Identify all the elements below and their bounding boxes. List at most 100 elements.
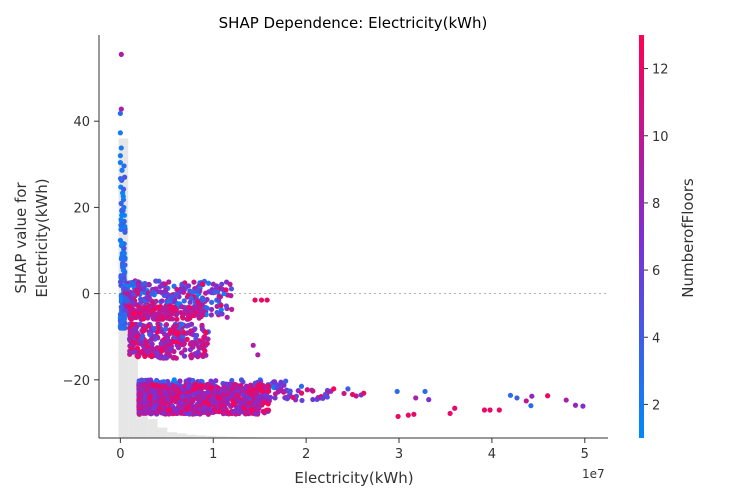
data-point	[177, 378, 183, 384]
data-point	[173, 394, 179, 401]
data-point	[299, 397, 305, 404]
x-axis-ticks: 0 1 2 3 4 5	[116, 438, 589, 462]
data-point	[202, 348, 208, 354]
data-point	[213, 283, 220, 289]
data-point	[153, 286, 159, 292]
data-point	[122, 290, 128, 296]
y-tick-label: −20	[63, 374, 90, 389]
data-point	[118, 106, 124, 112]
data-point	[185, 389, 191, 396]
colorbar-ticks: 2 4 6 8 10 12	[644, 63, 669, 413]
data-point	[118, 304, 124, 310]
data-point	[153, 409, 159, 416]
data-point	[179, 321, 185, 327]
data-point	[136, 321, 143, 328]
data-point	[158, 398, 164, 405]
data-point	[120, 220, 126, 226]
data-point	[142, 347, 148, 353]
data-point	[160, 404, 167, 410]
data-point	[144, 409, 150, 416]
data-point	[175, 387, 181, 393]
histogram-bar	[138, 407, 148, 438]
data-point	[195, 299, 201, 305]
data-point	[278, 379, 284, 385]
data-point	[140, 333, 146, 339]
data-point	[171, 348, 177, 355]
data-point	[164, 334, 171, 340]
data-point	[119, 240, 125, 247]
y-axis-label-line1: SHAP value for	[12, 182, 30, 294]
data-point	[298, 383, 305, 389]
colorbar-tick-label: 12	[652, 63, 669, 78]
data-point	[117, 153, 123, 159]
data-point	[160, 410, 167, 416]
data-point	[173, 306, 179, 313]
data-point	[185, 393, 191, 400]
data-point	[121, 163, 127, 169]
data-point	[248, 406, 254, 412]
data-point	[230, 392, 236, 398]
data-point	[118, 273, 124, 279]
data-point	[198, 313, 204, 320]
data-point	[150, 315, 156, 321]
data-point	[528, 403, 534, 409]
data-point	[171, 377, 177, 383]
data-point	[127, 331, 134, 337]
data-point	[411, 411, 417, 417]
colorbar	[639, 35, 644, 438]
data-point	[145, 389, 152, 396]
data-point	[147, 377, 154, 383]
data-point	[122, 286, 128, 292]
data-point	[155, 304, 161, 310]
data-point	[271, 379, 277, 385]
data-point	[487, 407, 493, 413]
data-point	[144, 295, 150, 302]
data-point	[124, 297, 130, 303]
data-point	[252, 411, 258, 417]
colorbar-label: NumberofFloors	[679, 178, 697, 298]
y-tick-label: 40	[73, 115, 90, 130]
data-point	[189, 339, 195, 346]
data-point	[229, 386, 235, 392]
data-point	[563, 397, 569, 403]
data-point	[191, 407, 198, 413]
data-point	[258, 297, 265, 303]
data-point	[216, 293, 222, 300]
histogram-bar	[216, 436, 226, 438]
x-axis-label: Electricity(kWh)	[294, 469, 413, 487]
data-point	[199, 281, 205, 287]
data-point	[481, 407, 488, 413]
histogram-bar	[177, 433, 187, 438]
data-point	[247, 400, 253, 406]
data-point	[181, 387, 187, 394]
chart-title: SHAP Dependence: Electricity(kWh)	[219, 14, 488, 32]
data-point	[173, 339, 179, 345]
data-point	[219, 311, 225, 317]
data-point	[209, 380, 216, 386]
data-point	[572, 402, 579, 408]
data-point	[256, 382, 263, 388]
data-point	[331, 386, 337, 392]
data-point	[149, 291, 155, 297]
data-point	[139, 377, 145, 383]
data-point	[218, 307, 224, 313]
data-point	[157, 389, 164, 396]
data-point	[157, 309, 163, 315]
data-point	[145, 384, 152, 390]
data-point	[196, 345, 203, 351]
data-point	[132, 287, 139, 293]
data-point	[394, 388, 400, 395]
data-point	[147, 331, 153, 338]
data-point	[150, 300, 156, 306]
data-point	[156, 278, 162, 284]
data-point	[164, 338, 170, 344]
data-point	[166, 310, 172, 316]
data-point	[118, 226, 124, 233]
data-point	[129, 321, 135, 327]
data-point	[186, 312, 192, 319]
x-tick-label: 5	[581, 447, 589, 462]
data-point	[134, 314, 140, 320]
data-point	[122, 228, 128, 234]
data-point	[523, 398, 529, 404]
data-point	[138, 296, 144, 302]
